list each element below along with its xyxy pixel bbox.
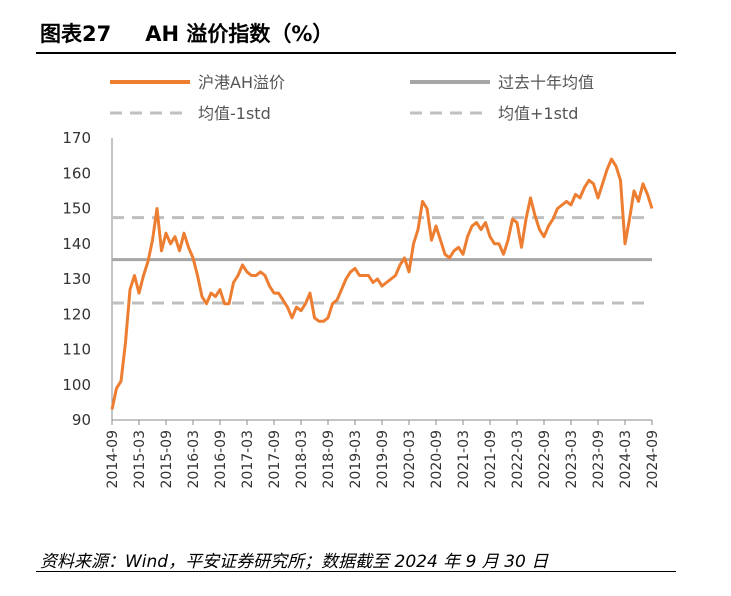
chart-title: AH 溢价指数（%）	[145, 22, 334, 46]
x-tick-label: 2023-09	[591, 430, 607, 489]
figure-number: 图表27	[40, 22, 112, 46]
y-tick-label: 170	[62, 129, 91, 147]
x-tick-label: 2020-03	[402, 430, 418, 489]
x-tick-label: 2015-03	[132, 430, 148, 489]
x-tick-labels: 2014-09 2015-03 2015-09 2016-03 2016-09 2017-…	[105, 420, 661, 489]
y-tick-label: 130	[62, 270, 91, 288]
y-tick-label: 110	[62, 341, 91, 359]
x-tick-label: 2021-03	[456, 430, 472, 489]
x-tick-label: 2020-09	[429, 430, 445, 489]
x-tick-label: 2016-03	[186, 430, 202, 489]
x-tick-label: 2018-03	[294, 430, 310, 489]
legend-label-mean: 过去十年均值	[498, 73, 594, 92]
legend-label-main: 沪港AH溢价	[198, 73, 285, 92]
x-tick-label: 2015-09	[159, 430, 175, 489]
y-tick-label: 100	[62, 376, 91, 394]
y-tick-label: 120	[62, 305, 91, 323]
x-tick-label: 2014-09	[105, 430, 121, 489]
x-tick-label: 2017-09	[267, 430, 283, 489]
series-lines	[110, 157, 654, 410]
legend: 沪港AH溢价 过去十年均值 均值-1std 均值+1std	[110, 73, 594, 123]
x-tick-label: 2018-09	[321, 430, 337, 489]
x-tick-label: 2022-03	[510, 430, 526, 489]
x-tick-label: 2016-09	[213, 430, 229, 489]
source-note: 资料来源：Wind，平安证券研究所；数据截至 2024 年 9 月 30 日	[40, 552, 549, 572]
x-tick-label: 2019-09	[375, 430, 391, 489]
x-tick-label: 2017-03	[240, 430, 256, 489]
figure-title: 图表27 AH 溢价指数（%）	[40, 18, 333, 48]
y-tick-labels: 90 100 110 120 130 140 150 160 170	[62, 129, 91, 429]
y-tick-label: 140	[62, 235, 91, 253]
x-tick-label: 2024-03	[618, 430, 634, 489]
legend-label-plus-std: 均值+1std	[498, 104, 578, 123]
y-tick-label: 160	[62, 164, 91, 182]
x-tick-label: 2024-09	[645, 430, 661, 489]
reference-lines	[112, 216, 652, 305]
x-tick-label: 2022-09	[537, 430, 553, 489]
y-tick-label: 150	[62, 200, 91, 218]
source-rule	[36, 571, 676, 572]
x-tick-label: 2021-09	[483, 430, 499, 489]
series-line-ah-premium	[110, 157, 654, 410]
title-rule	[36, 52, 676, 54]
x-tick-label: 2019-03	[348, 430, 364, 489]
y-tick-label: 90	[72, 411, 91, 429]
x-tick-label: 2023-03	[564, 430, 580, 489]
legend-label-minus-std: 均值-1std	[198, 104, 271, 123]
